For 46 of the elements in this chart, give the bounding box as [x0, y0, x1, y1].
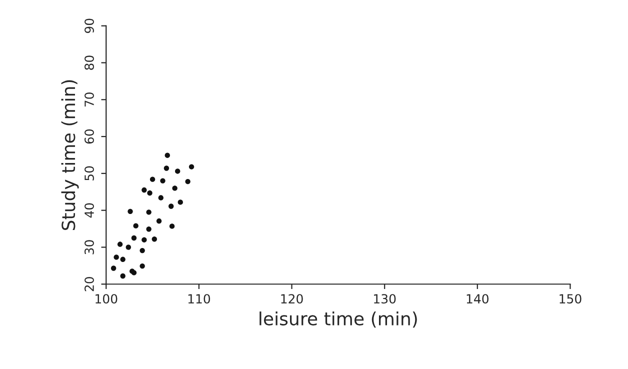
x-tick-label: 150 — [560, 294, 582, 304]
point — [160, 178, 166, 184]
point — [150, 176, 156, 182]
point — [114, 254, 119, 260]
y-tick-label: 50 — [84, 166, 94, 180]
x-tick-label: 130 — [374, 294, 396, 304]
point — [117, 242, 123, 247]
point — [188, 164, 194, 170]
point — [133, 223, 138, 228]
point — [147, 190, 152, 196]
point — [152, 236, 157, 242]
point — [185, 178, 190, 184]
x-tick-label: 140 — [466, 294, 489, 304]
point — [172, 186, 178, 191]
point — [158, 195, 164, 200]
x-axis-title: leisure time (min) — [260, 312, 417, 328]
point — [128, 208, 133, 214]
point — [126, 244, 132, 250]
point — [175, 168, 180, 174]
point — [142, 187, 147, 193]
y-tick-label: 40 — [84, 203, 94, 218]
point — [178, 200, 183, 205]
x-tick-label: 110 — [188, 294, 210, 304]
point — [131, 235, 137, 241]
y-tick-label: 30 — [84, 240, 94, 254]
point — [146, 210, 152, 215]
point — [120, 256, 126, 262]
point — [146, 226, 152, 232]
x-tick-label: 120 — [281, 294, 303, 304]
point — [110, 266, 116, 271]
y-tick-label: 60 — [84, 129, 94, 144]
point — [164, 166, 170, 171]
point — [168, 204, 174, 209]
point — [140, 248, 145, 254]
point — [169, 224, 175, 229]
point — [120, 273, 126, 279]
x-tick-label: 100 — [96, 294, 118, 304]
y-tick-label: 90 — [84, 18, 94, 33]
point — [140, 263, 145, 269]
point — [164, 152, 170, 158]
y-tick-label: 20 — [84, 277, 94, 292]
y-tick-label: 70 — [84, 92, 94, 107]
y-tick-label: 80 — [84, 56, 94, 70]
point — [142, 237, 147, 242]
y-axis-title: Study time (min) — [61, 80, 79, 230]
point — [156, 218, 162, 224]
